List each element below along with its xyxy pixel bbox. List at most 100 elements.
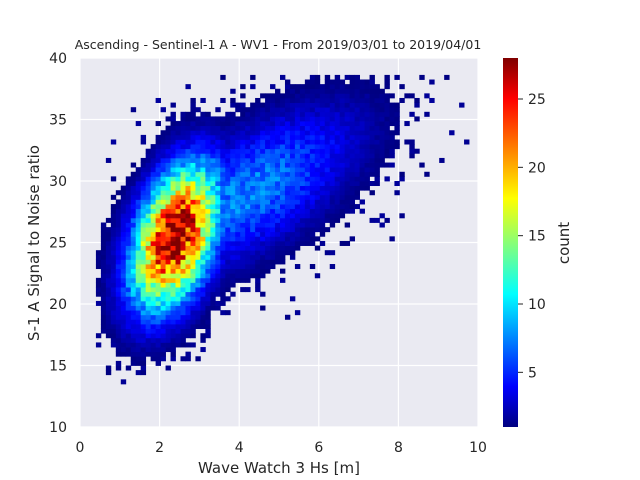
heatmap-cell xyxy=(349,167,356,173)
heatmap-cell xyxy=(265,157,271,163)
heatmap-cell xyxy=(125,185,132,191)
heatmap-cell xyxy=(185,277,191,283)
heatmap-cell xyxy=(185,264,191,270)
heatmap-cell xyxy=(185,111,191,117)
heatmap-cell xyxy=(240,148,246,154)
heatmap-cell xyxy=(225,236,231,242)
heatmap-cell xyxy=(309,111,316,117)
heatmap-cell xyxy=(175,310,181,316)
heatmap-cell xyxy=(165,240,171,246)
heatmap-cell xyxy=(329,93,336,99)
heatmap-cell xyxy=(309,148,316,154)
heatmap-cell xyxy=(125,264,132,270)
heatmap-cell xyxy=(265,240,271,246)
heatmap-cell xyxy=(364,102,370,108)
heatmap-cell xyxy=(220,194,226,200)
heatmap-cell xyxy=(170,125,176,131)
heatmap-cell xyxy=(175,130,181,136)
heatmap-cell xyxy=(245,181,251,187)
heatmap-cell xyxy=(225,231,231,237)
heatmap-cell xyxy=(185,245,191,251)
heatmap-cell xyxy=(245,287,251,293)
heatmap-cell xyxy=(255,264,261,270)
heatmap-cell xyxy=(120,328,127,334)
heatmap-cell xyxy=(140,305,147,311)
heatmap-cell xyxy=(205,139,211,145)
heatmap-cell xyxy=(190,314,196,320)
heatmap-cell xyxy=(105,240,112,246)
heatmap-cell xyxy=(349,93,356,99)
heatmap-cell xyxy=(160,291,166,297)
heatmap-cell xyxy=(374,162,380,168)
heatmap-cell xyxy=(354,84,360,90)
heatmap-cell xyxy=(195,273,201,279)
heatmap-cell xyxy=(260,185,266,191)
heatmap-cell xyxy=(145,213,152,219)
heatmap-cell xyxy=(329,194,336,200)
heatmap-cell xyxy=(314,148,321,154)
heatmap-cell xyxy=(200,240,206,246)
heatmap-cell xyxy=(110,291,117,297)
heatmap-cell xyxy=(145,319,152,325)
heatmap-cell xyxy=(235,208,241,214)
heatmap-cell xyxy=(120,296,127,302)
heatmap-cell xyxy=(314,107,321,113)
heatmap-cell xyxy=(150,250,157,256)
heatmap-cell xyxy=(230,240,236,246)
heatmap-cell xyxy=(409,111,415,117)
heatmap-cell xyxy=(289,111,296,117)
heatmap-cell xyxy=(205,268,211,274)
heatmap-cell xyxy=(344,97,351,103)
heatmap-cell xyxy=(314,130,321,136)
heatmap-cell xyxy=(314,144,321,150)
heatmap-cell xyxy=(339,130,346,136)
heatmap-cell xyxy=(304,88,311,94)
heatmap-cell xyxy=(170,250,176,256)
colorbar-tick-label: 20 xyxy=(528,160,546,176)
heatmap-cell xyxy=(185,139,191,145)
heatmap-cell xyxy=(140,333,147,339)
heatmap-cell xyxy=(394,116,400,122)
heatmap-cell xyxy=(165,287,171,293)
heatmap-cell xyxy=(220,287,226,293)
heatmap-cell xyxy=(140,208,147,214)
heatmap-cell xyxy=(364,111,370,117)
heatmap-cell xyxy=(255,125,261,131)
heatmap-cell xyxy=(304,79,311,85)
heatmap-cell xyxy=(294,185,301,191)
heatmap-cell xyxy=(379,97,385,103)
heatmap-cell xyxy=(150,167,157,173)
heatmap-cell xyxy=(120,264,127,270)
heatmap-cell xyxy=(389,130,395,136)
heatmap-cell xyxy=(280,190,286,196)
heatmap-cell xyxy=(230,134,236,140)
heatmap-cell xyxy=(235,144,241,150)
heatmap-cell xyxy=(255,240,261,246)
heatmap-cell xyxy=(240,125,246,131)
heatmap-cell xyxy=(240,268,246,274)
heatmap-cell xyxy=(150,282,157,288)
heatmap-cell xyxy=(190,254,196,260)
heatmap-cell xyxy=(160,107,166,113)
heatmap-cell xyxy=(120,337,127,343)
heatmap-cell xyxy=(344,125,351,131)
heatmap-cell xyxy=(205,328,211,334)
heatmap-cell xyxy=(364,97,370,103)
heatmap-cell xyxy=(344,121,351,127)
heatmap-cell xyxy=(150,240,157,246)
heatmap-cell xyxy=(200,116,206,122)
heatmap-cell xyxy=(170,157,176,163)
heatmap-cell xyxy=(160,185,166,191)
heatmap-cell xyxy=(170,259,176,265)
heatmap-cell xyxy=(180,291,186,297)
heatmap-cell xyxy=(334,93,341,99)
heatmap-cell xyxy=(230,176,236,182)
heatmap-cell xyxy=(140,264,147,270)
heatmap-cell xyxy=(175,282,181,288)
heatmap-cell xyxy=(140,291,147,297)
heatmap-cell xyxy=(299,240,306,246)
heatmap-cell xyxy=(339,148,346,154)
heatmap-cell xyxy=(160,305,166,311)
heatmap-cell xyxy=(125,287,132,293)
heatmap-cell xyxy=(145,287,152,293)
